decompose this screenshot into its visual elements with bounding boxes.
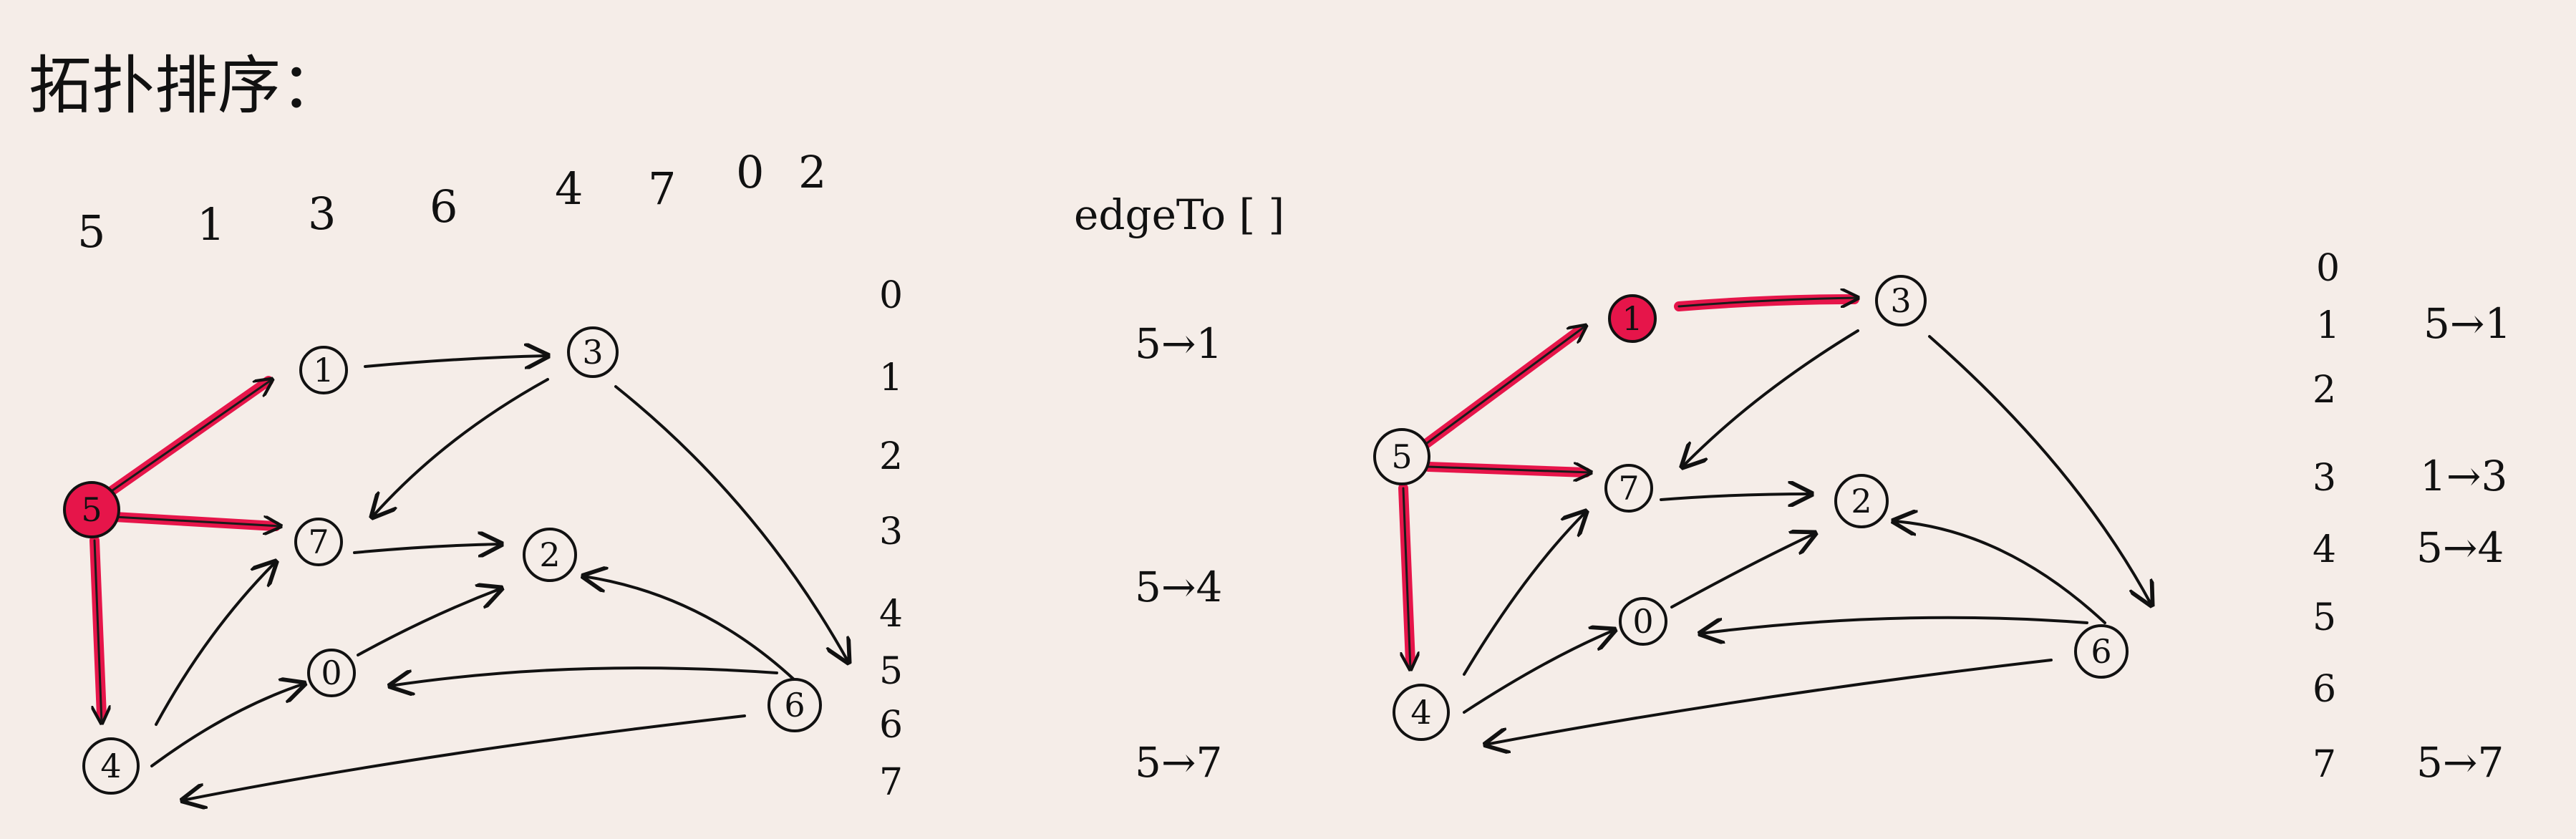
edge-3-7 bbox=[372, 378, 549, 517]
svg-text:7: 7 bbox=[308, 523, 329, 561]
svg-text:0: 0 bbox=[321, 654, 342, 692]
edge-6-4 bbox=[183, 714, 746, 800]
edgeto-value: 5→1 bbox=[2424, 299, 2511, 348]
edge-7-2 bbox=[1660, 494, 1811, 500]
index-label: 1 bbox=[879, 357, 903, 399]
right-graph: 5 1 3 7 2 0 6 4 bbox=[1373, 275, 2151, 745]
index-label: 1 bbox=[2316, 304, 2340, 347]
svg-text:2: 2 bbox=[1851, 482, 1872, 520]
edge-0-2 bbox=[1670, 533, 1815, 608]
graph-node-3: 3 bbox=[567, 326, 619, 378]
left-graph: 5 1 3 7 2 0 6 4 bbox=[63, 326, 848, 800]
topological-order: 5 1 3 6 4 7 0 2 bbox=[77, 146, 826, 258]
edge-7-2 bbox=[353, 544, 501, 553]
edge-5-7 bbox=[1427, 467, 1591, 472]
index-label: 0 bbox=[2316, 247, 2340, 290]
svg-text:4: 4 bbox=[100, 747, 121, 785]
edge-6-2 bbox=[584, 576, 796, 682]
svg-text:0: 0 bbox=[1632, 602, 1653, 641]
index-label: 6 bbox=[2313, 668, 2336, 711]
index-label: 0 bbox=[879, 274, 903, 317]
index-label: 6 bbox=[879, 704, 903, 747]
graph-node-1: 1 bbox=[299, 346, 348, 394]
edge-5-7 bbox=[113, 517, 281, 526]
svg-text:3: 3 bbox=[1890, 281, 1911, 320]
graph-node-5: 5 bbox=[63, 481, 120, 538]
index-label: 3 bbox=[879, 510, 903, 553]
order-item: 2 bbox=[798, 146, 826, 198]
graph-node-4: 4 bbox=[82, 737, 140, 795]
edge-3-6 bbox=[614, 385, 848, 662]
index-label: 2 bbox=[879, 435, 903, 478]
svg-text:7: 7 bbox=[1618, 469, 1639, 508]
edge-5-4 bbox=[95, 539, 102, 723]
order-item: 1 bbox=[197, 198, 225, 251]
edge-4-7 bbox=[155, 562, 276, 726]
edge-6-0 bbox=[1700, 616, 2088, 634]
left-index-column: 0 1 2 3 4 5 6 7 bbox=[879, 274, 903, 804]
edge-4-0 bbox=[150, 684, 304, 767]
graph-node-3: 3 bbox=[1875, 275, 1927, 326]
index-label: 5 bbox=[879, 650, 903, 693]
edgeto-value: 1→3 bbox=[2420, 452, 2507, 500]
svg-text:6: 6 bbox=[2091, 632, 2111, 671]
edge-1-3 bbox=[1677, 298, 1858, 306]
index-label: 4 bbox=[2313, 528, 2336, 571]
svg-text:5: 5 bbox=[81, 490, 102, 529]
graph-node-7: 7 bbox=[1604, 464, 1653, 513]
graph-node-1: 1 bbox=[1608, 294, 1657, 343]
edgeto-column: edgeTo [ ] 5→1 5→4 5→7 bbox=[1074, 190, 1284, 787]
edge-5-1 bbox=[106, 379, 272, 495]
order-item: 4 bbox=[555, 163, 583, 215]
graph-node-2: 2 bbox=[523, 528, 577, 582]
order-item: 0 bbox=[736, 146, 764, 198]
index-label: 7 bbox=[879, 761, 903, 804]
edge-0-2 bbox=[357, 588, 501, 656]
edge-4-7 bbox=[1463, 512, 1586, 676]
edgeto-entry: 5→7 bbox=[1135, 738, 1222, 787]
graph-node-5: 5 bbox=[1373, 428, 1430, 485]
svg-text:2: 2 bbox=[539, 535, 560, 574]
edge-1-3 bbox=[364, 356, 548, 367]
edgeto-entry: 5→1 bbox=[1135, 319, 1222, 368]
graph-node-4: 4 bbox=[1393, 684, 1450, 741]
graph-node-0: 0 bbox=[1619, 597, 1667, 646]
edgeto-value: 5→7 bbox=[2416, 738, 2504, 787]
index-label: 7 bbox=[2313, 743, 2336, 786]
edge-4-0 bbox=[1463, 630, 1614, 714]
edgeto-entry: 5→4 bbox=[1135, 563, 1222, 611]
svg-text:4: 4 bbox=[1410, 693, 1431, 732]
edgeto-header: edgeTo [ ] bbox=[1074, 190, 1284, 239]
svg-text:1: 1 bbox=[313, 351, 334, 389]
index-label: 4 bbox=[879, 593, 903, 636]
order-item: 6 bbox=[430, 180, 457, 233]
edge-6-4 bbox=[1486, 659, 2053, 745]
svg-text:6: 6 bbox=[784, 686, 805, 724]
index-label: 5 bbox=[2313, 596, 2336, 639]
edgeto-value: 5→4 bbox=[2416, 523, 2504, 572]
graph-node-6: 6 bbox=[2074, 624, 2129, 679]
edge-6-2 bbox=[1894, 521, 2106, 624]
order-item: 7 bbox=[648, 163, 676, 215]
svg-text:1: 1 bbox=[1622, 299, 1642, 338]
edge-5-1 bbox=[1420, 326, 1586, 449]
index-label: 2 bbox=[2313, 369, 2336, 412]
edge-6-0 bbox=[390, 666, 778, 686]
edge-3-7 bbox=[1682, 329, 1859, 467]
edge-5-4 bbox=[1403, 487, 1410, 669]
order-item: 3 bbox=[308, 188, 336, 240]
graph-node-0: 0 bbox=[307, 649, 356, 697]
graph-node-7: 7 bbox=[294, 518, 343, 566]
graph-node-2: 2 bbox=[1834, 474, 1889, 528]
svg-text:5: 5 bbox=[1391, 437, 1412, 476]
graph-node-6: 6 bbox=[768, 678, 822, 732]
order-item: 5 bbox=[77, 205, 105, 258]
index-label: 3 bbox=[2313, 457, 2336, 500]
right-edgeto-table: 0 1 2 3 4 5 6 7 5→1 1→3 5→4 5→7 bbox=[2313, 247, 2511, 787]
page-title: 拓扑排序： bbox=[29, 49, 344, 122]
svg-text:3: 3 bbox=[582, 333, 603, 372]
edge-3-6 bbox=[1928, 335, 2151, 605]
